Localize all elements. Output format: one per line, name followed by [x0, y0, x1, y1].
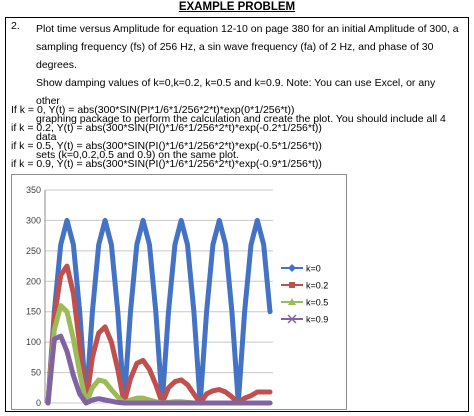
legend-marker: [288, 264, 296, 272]
question-line: graphing package to perform the calculat…: [36, 113, 446, 143]
y-axis-ticks: 0 50 100 150 200 250 300 350: [26, 185, 41, 408]
problem-box: [5, 17, 469, 412]
question-line: Show damping values of k=0,k=0.2, k=0.5 …: [36, 77, 436, 107]
equation-k05: if k = 0.5, Y(t) = abs(300*SIN(PI()*1/6*…: [11, 140, 322, 152]
y-tick-label: 350: [26, 185, 41, 195]
question-text: Plot time versus Amplitude for equation …: [36, 20, 461, 164]
y-tick-label: 250: [26, 246, 41, 256]
chart-border: [11, 174, 347, 410]
y-tick-label: 50: [31, 368, 41, 378]
legend-label: k=0.5: [306, 298, 328, 308]
question-line: sampling frequency (fs) of 256 Hz, a sin…: [36, 41, 434, 71]
y-tick-label: 200: [26, 276, 41, 286]
y-tick-label: 100: [26, 337, 41, 347]
chart-legend: k=0 k=0.2 k=0.5 k=0.9: [281, 264, 328, 325]
equation-k0: If k = 0, Y(t) = abs(300*SIN(PI*1/6*1/25…: [11, 104, 295, 116]
y-tick-label: 0: [36, 398, 41, 408]
legend-marker: [287, 314, 297, 324]
equation-k09: if k = 0.9, Y(t) = abs(300*SIN(PI()*1/6*…: [11, 158, 322, 170]
y-tick-label: 300: [26, 215, 41, 225]
legend-label: k=0.2: [306, 281, 328, 291]
legend-label: k=0: [306, 264, 321, 274]
amplitude-chart: 0 50 100 150 200 250 300 350 k=0 k=0.2 k=0.5 k=0.9: [11, 174, 347, 410]
question-number: 2.: [11, 20, 20, 32]
question-line: Plot time versus Amplitude for equation …: [36, 23, 459, 35]
equation-k02: if k = 0.2, Y(t) = abs(300*SIN(PI()*1/6*…: [11, 122, 322, 134]
legend-marker: [288, 298, 296, 305]
legend-marker: [289, 282, 295, 288]
question-line: sets (k=0,0.2,0.5 and 0.9) on the same p…: [36, 149, 239, 161]
legend-label: k=0.9: [306, 315, 328, 325]
y-tick-label: 150: [26, 307, 41, 317]
page-title: EXAMPLE PROBLEM: [178, 1, 296, 13]
series-line-3: [45, 333, 273, 406]
chart-lines: [45, 217, 273, 406]
